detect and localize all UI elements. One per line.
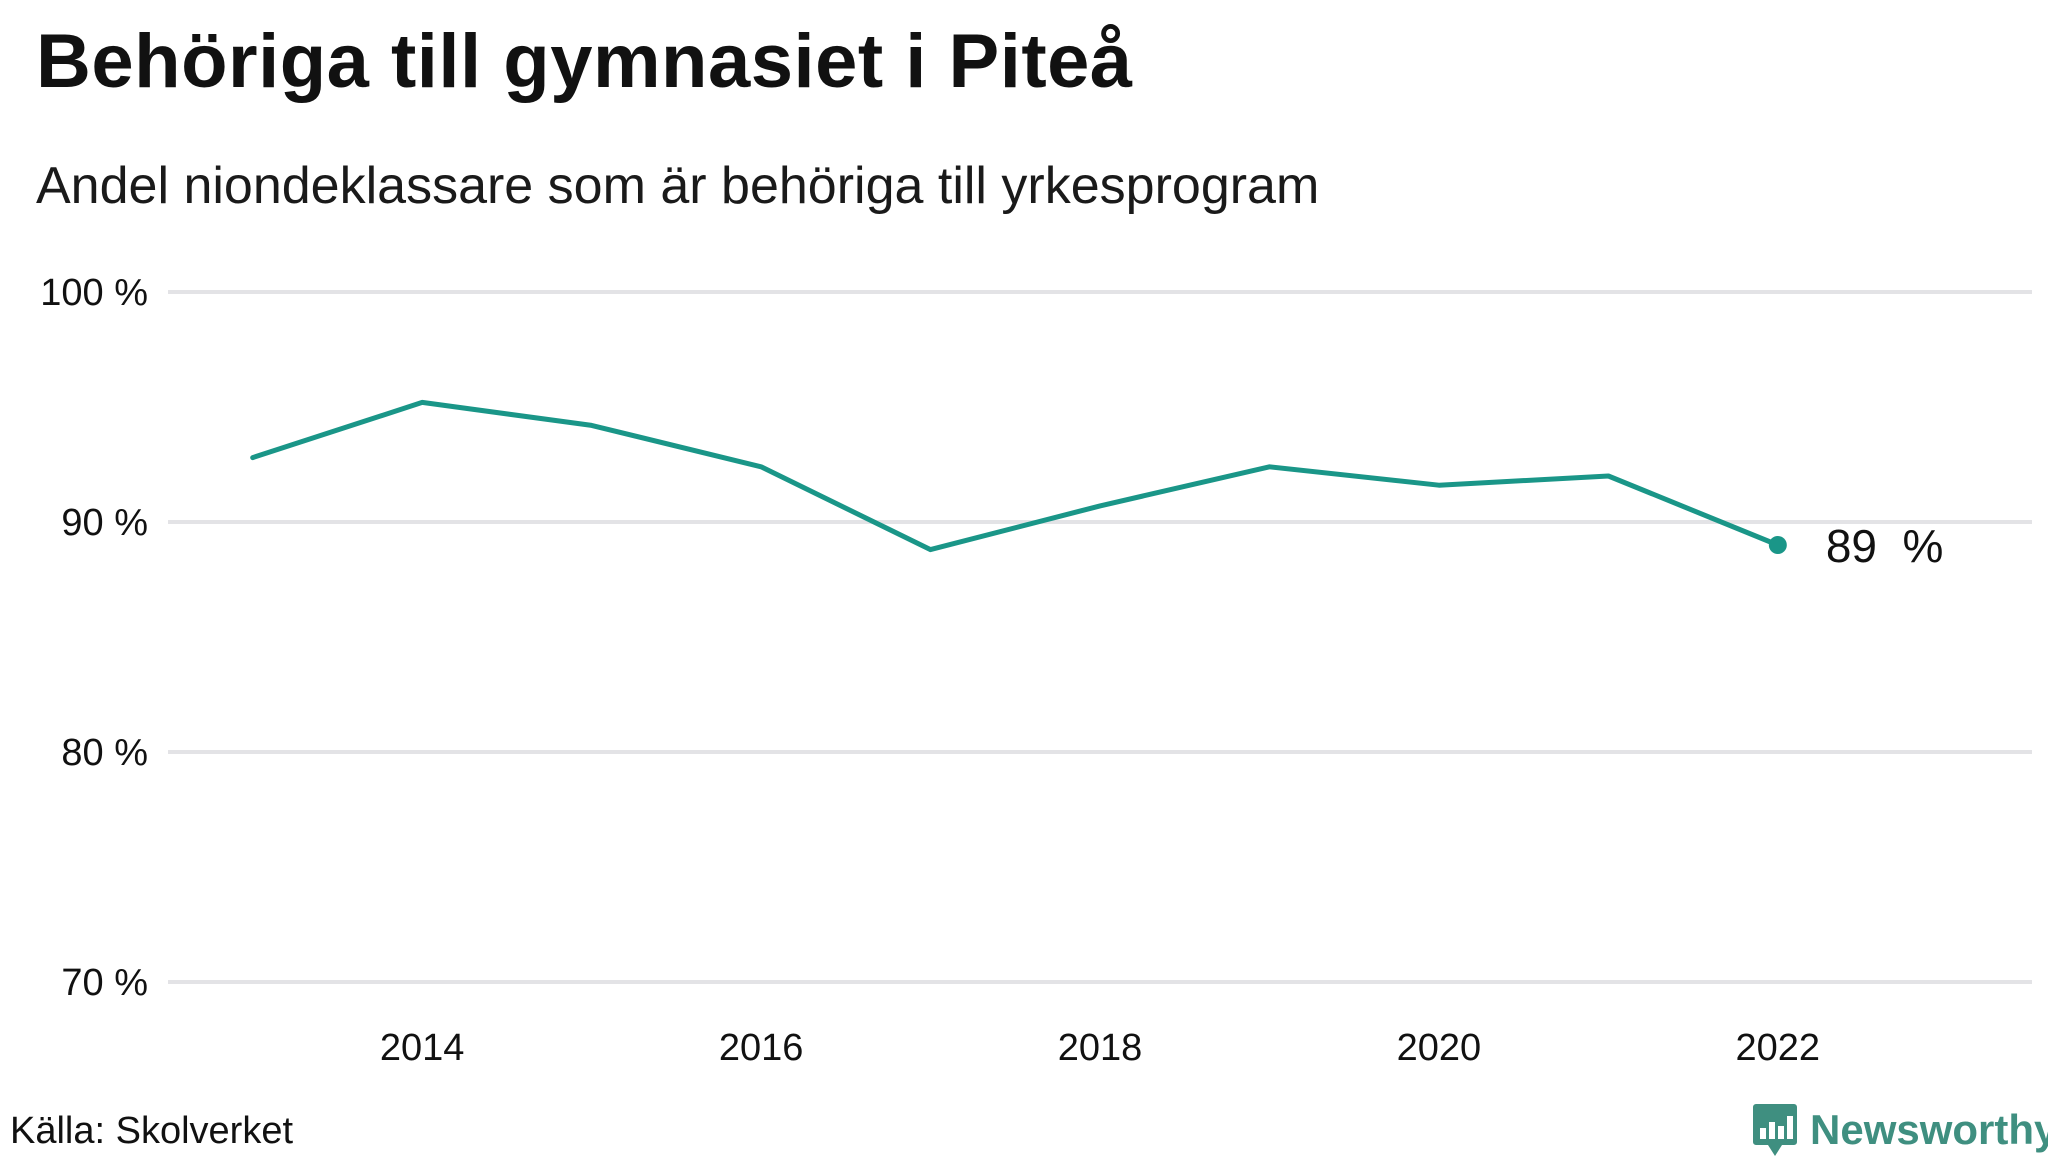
gridlines <box>168 290 2032 984</box>
y-tick-label: 100 % <box>40 272 148 314</box>
x-axis-ticks: 2014 2016 2018 2020 2022 <box>380 1027 1820 1069</box>
x-tick-label: 2020 <box>1397 1027 1482 1069</box>
x-tick-label: 2016 <box>719 1027 804 1069</box>
chart-title: Behöriga till gymnasiet i Piteå <box>36 19 1133 104</box>
source-note: Källa: Skolverket <box>10 1110 294 1152</box>
end-value-label: 89 % <box>1826 520 1944 572</box>
chart-subtitle: Andel niondeklassare som är behöriga til… <box>36 157 1320 215</box>
series-line <box>250 399 1781 553</box>
x-tick-label: 2014 <box>380 1027 465 1069</box>
y-axis-ticks: 70 % 80 % 90 % 100 % <box>40 272 148 1004</box>
x-tick-label: 2022 <box>1736 1027 1821 1069</box>
bar-chart-icon <box>1753 1104 1797 1156</box>
brand-logo: Newsworthy <box>1752 1100 2048 1160</box>
series-layer: 89 % <box>250 399 1944 572</box>
y-tick-label: 90 % <box>61 502 148 544</box>
last-point-marker <box>1768 536 1787 554</box>
y-tick-label: 70 % <box>61 962 148 1004</box>
brand-name: Newsworthy <box>1810 1106 2048 1153</box>
y-tick-label: 80 % <box>61 732 148 774</box>
x-tick-label: 2018 <box>1058 1027 1143 1069</box>
